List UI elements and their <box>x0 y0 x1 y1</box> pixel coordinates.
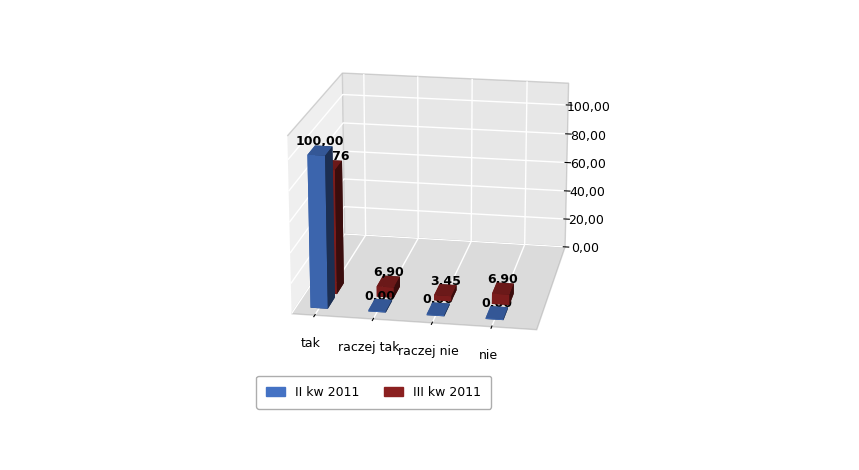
Legend: II kw 2011, III kw 2011: II kw 2011, III kw 2011 <box>256 376 491 409</box>
